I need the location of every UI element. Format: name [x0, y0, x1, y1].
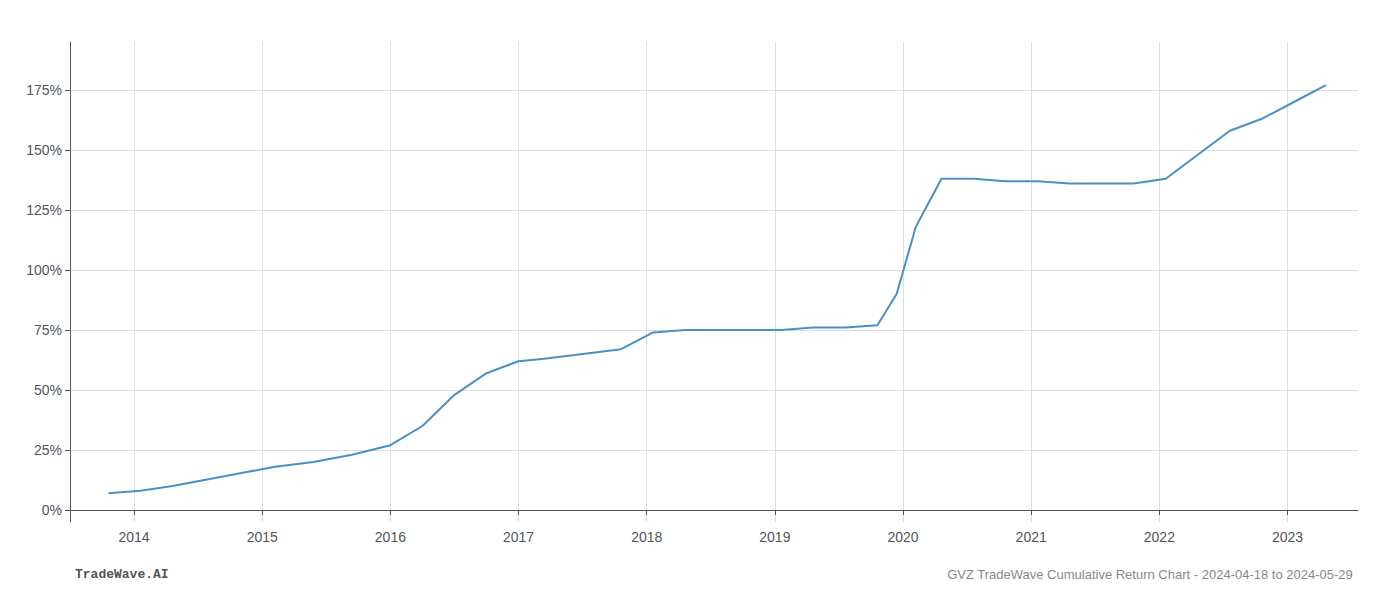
svg-text:175%: 175%: [26, 82, 62, 98]
svg-text:50%: 50%: [34, 382, 62, 398]
svg-text:GVZ TradeWave Cumulative Retur: GVZ TradeWave Cumulative Return Chart - …: [947, 567, 1353, 582]
svg-text:150%: 150%: [26, 142, 62, 158]
svg-text:100%: 100%: [26, 262, 62, 278]
svg-text:2015: 2015: [247, 529, 278, 545]
svg-text:2017: 2017: [503, 529, 534, 545]
svg-text:TradeWave.AI: TradeWave.AI: [75, 567, 169, 582]
svg-text:2022: 2022: [1144, 529, 1175, 545]
svg-text:0%: 0%: [42, 502, 62, 518]
svg-text:2018: 2018: [631, 529, 662, 545]
svg-text:125%: 125%: [26, 202, 62, 218]
svg-text:2016: 2016: [375, 529, 406, 545]
svg-text:2020: 2020: [887, 529, 918, 545]
svg-text:2019: 2019: [759, 529, 790, 545]
svg-text:25%: 25%: [34, 442, 62, 458]
svg-text:2014: 2014: [119, 529, 150, 545]
svg-text:2023: 2023: [1272, 529, 1303, 545]
svg-text:2021: 2021: [1016, 529, 1047, 545]
svg-text:75%: 75%: [34, 322, 62, 338]
